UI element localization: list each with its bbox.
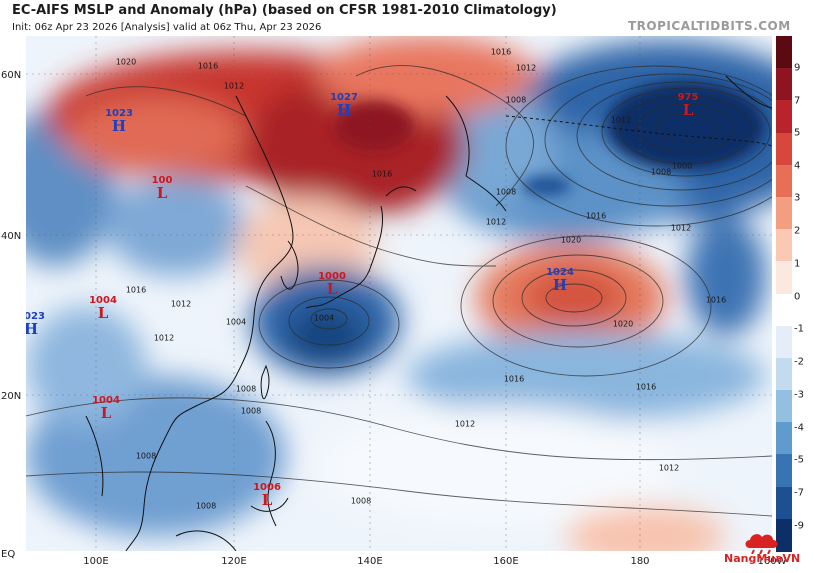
- isobar-label: 1016: [125, 285, 147, 295]
- lat-label-40n: 40N: [1, 231, 22, 242]
- colorbar-segment: [776, 293, 792, 327]
- high-pressure-center: 1023 H: [105, 108, 133, 135]
- colorbar-tick: -9: [794, 520, 804, 532]
- colorbar-segment: [776, 68, 792, 101]
- isobar-label: 1012: [610, 115, 632, 125]
- init-valid-line: Init: 06z Apr 23 2026 [Analysis] valid a…: [12, 22, 322, 33]
- graticule: [26, 36, 772, 551]
- colorbar-segment: [776, 132, 792, 166]
- colorbar-segment: [776, 325, 792, 359]
- isobar-label: 1008: [650, 167, 672, 177]
- colorbar-tick: 3: [794, 192, 801, 204]
- low-pressure-center: 1000 L: [318, 271, 346, 298]
- isobar-label: 1012: [153, 333, 175, 343]
- isobar-label: 1004: [313, 313, 335, 323]
- colorbar-segment: [776, 454, 792, 488]
- lon-label-120e: 120E: [221, 556, 247, 567]
- colorbar-tick: -3: [794, 389, 804, 401]
- isobar-label: 1016: [503, 374, 525, 384]
- isobar-label: 1016: [585, 211, 607, 221]
- colorbar-segment: [776, 100, 792, 134]
- isobar-label: 1008: [495, 187, 517, 197]
- colorbar-tick: -5: [794, 454, 804, 466]
- colorbar-tick: 1: [794, 258, 801, 270]
- lat-label-60n: 60N: [1, 70, 22, 81]
- colorbar-segment: [776, 390, 792, 423]
- colorbar-segment: [776, 486, 792, 520]
- colorbar-tick: 2: [794, 225, 801, 237]
- rain-cloud-icon: [745, 534, 778, 554]
- lon-label-100e: 100E: [83, 556, 109, 567]
- lat-label-eq: EQ: [1, 549, 16, 560]
- colorbar-tick: 9: [794, 62, 801, 74]
- nangmuavn-logo: NangMuaVN: [722, 528, 814, 572]
- low-pressure-center: 975 L: [677, 92, 699, 119]
- colorbar-tick: 0: [794, 291, 801, 303]
- coastlines: [85, 75, 772, 551]
- isobar-label: 1016: [197, 61, 219, 71]
- isobar-label: 1008: [240, 406, 262, 416]
- brand-watermark: TROPICALTIDBITS.COM: [628, 19, 791, 33]
- isobar-label: 1012: [515, 63, 537, 73]
- colorbar-tick: -4: [794, 422, 804, 434]
- colorbar-segment: [776, 261, 792, 294]
- isobar-label: 1012: [485, 217, 507, 227]
- map-title: EC-AIFS MSLP and Anomaly (hPa) (based on…: [12, 3, 557, 18]
- lon-label-140e: 140E: [357, 556, 383, 567]
- isobar-label: 1020: [560, 235, 582, 245]
- colorbar-segment: [776, 229, 792, 262]
- logo-wordmark: NangMuaVN: [724, 552, 801, 565]
- isobar-label: 1008: [350, 496, 372, 506]
- high-pressure-center: 1027 H: [330, 92, 358, 119]
- colorbar-tick: -7: [794, 487, 804, 499]
- colorbar-tick: 5: [794, 127, 801, 139]
- lon-label-160e: 160E: [493, 556, 519, 567]
- colorbar-segment: [776, 357, 792, 391]
- isobar-label: 1016: [635, 382, 657, 392]
- isobar-label: 1012: [658, 463, 680, 473]
- anomaly-colorbar: [776, 36, 792, 552]
- isobar-label: 1008: [235, 384, 257, 394]
- isobar-label: 1016: [371, 169, 393, 179]
- high-pressure-center: 1023 H: [26, 311, 45, 338]
- low-pressure-center: 1006 L: [253, 482, 281, 509]
- colorbar-segment: [776, 196, 792, 230]
- mslp-anomaly-map: 1020 1016 1012 1016 1012 1008 1012 1016 …: [26, 36, 772, 551]
- isobar-label: 1004: [225, 317, 247, 327]
- lon-label-160w: 160W: [757, 556, 787, 567]
- isobar-label: 1016: [490, 47, 512, 57]
- colorbar-segment: [776, 36, 792, 69]
- isobar-label: 1012: [454, 419, 476, 429]
- colorbar-tick: 4: [794, 160, 801, 172]
- high-pressure-center: 1024 H: [546, 267, 574, 294]
- isobar-label: 1012: [170, 299, 192, 309]
- isobar-label: 1008: [135, 451, 157, 461]
- isobar-label: 1020: [612, 319, 634, 329]
- low-pressure-center: 100 L: [151, 175, 173, 202]
- isobar-label: 1012: [670, 223, 692, 233]
- anomaly-field: [26, 36, 772, 551]
- isobar-label: 1012: [223, 81, 245, 91]
- low-pressure-center: 1004 L: [92, 395, 120, 422]
- isobar-label: 1000: [671, 161, 693, 171]
- isobar-contours: [26, 65, 772, 517]
- isobar-label: 1008: [505, 95, 527, 105]
- colorbar-segment: [776, 422, 792, 455]
- low-pressure-center: 1004 L: [89, 295, 117, 322]
- colorbar-tick: 7: [794, 95, 801, 107]
- lon-label-180: 180: [630, 556, 650, 567]
- colorbar-segment: [776, 518, 792, 552]
- isobar-label: 1020: [115, 57, 137, 67]
- isobar-label: 1016: [705, 295, 727, 305]
- colorbar-tick: -1: [794, 323, 804, 335]
- isobar-label: 1008: [195, 501, 217, 511]
- colorbar-segment: [776, 164, 792, 198]
- colorbar-tick: -2: [794, 356, 804, 368]
- lat-label-20n: 20N: [1, 391, 22, 402]
